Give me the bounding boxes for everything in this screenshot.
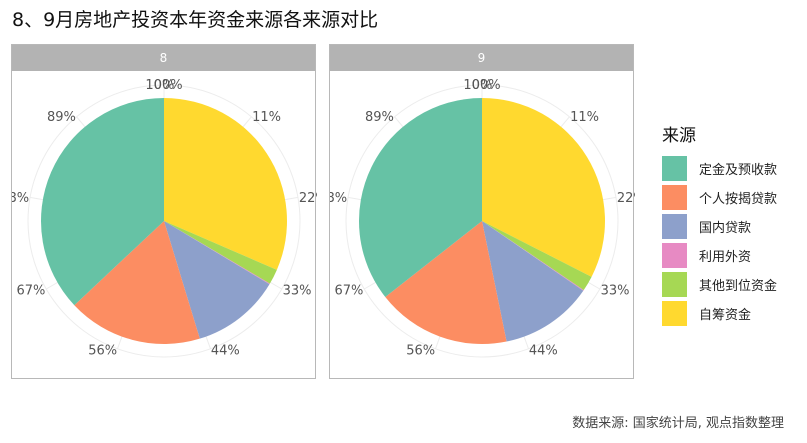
source-note: 数据来源: 国家统计局, 观点指数整理 xyxy=(572,416,784,431)
tick-label: 0% xyxy=(154,78,175,93)
tick-label: 22% xyxy=(617,191,635,206)
legend-item: 定金及预收款 xyxy=(662,154,777,183)
tick-label: 33% xyxy=(283,284,312,299)
tick-label: 44% xyxy=(529,344,558,359)
legend-swatch xyxy=(662,301,687,326)
legend-label: 国内贷款 xyxy=(699,221,752,236)
tick-label: 0% xyxy=(472,78,493,93)
tick-label: 56% xyxy=(88,344,117,359)
legend-item: 个人按揭贷款 xyxy=(662,183,777,212)
pie-slice xyxy=(164,221,270,285)
legend-item: 其他到位资金 xyxy=(662,270,777,299)
pie-chart-month-8: 0% 11% 22% 33% 44% 56% 67% 78% 89% 100% xyxy=(12,78,317,359)
panel-month-9: 9 0% 11% 22% 33% 44% 56% 67% 78% 89% 100% xyxy=(329,44,635,379)
legend-item: 利用外资 xyxy=(662,241,777,270)
panel-header: 8 xyxy=(12,45,315,71)
tick-label: 22% xyxy=(299,191,317,206)
tick-label: 100% xyxy=(145,78,182,93)
legend-item: 自筹资金 xyxy=(662,299,777,328)
pie-slice xyxy=(482,98,605,277)
legend-label: 自筹资金 xyxy=(699,308,752,323)
pie-slice xyxy=(74,221,200,345)
legend-swatch xyxy=(662,156,687,181)
tick-label: 100% xyxy=(463,78,500,93)
legend-swatch xyxy=(662,185,687,210)
tick-label: 56% xyxy=(406,344,435,359)
tick-label: 78% xyxy=(330,191,347,206)
tick-label: 67% xyxy=(16,284,45,299)
legend-swatch xyxy=(662,243,687,268)
legend-swatch xyxy=(662,272,687,297)
panel-header: 9 xyxy=(330,45,633,71)
legend-swatch xyxy=(662,214,687,239)
pie-slice xyxy=(482,221,592,291)
pie-slice xyxy=(359,98,482,297)
tick-label: 89% xyxy=(365,110,394,125)
tick-label: 44% xyxy=(211,344,240,359)
tick-label: 78% xyxy=(12,191,29,206)
legend-label: 其他到位资金 xyxy=(699,279,778,294)
legend-label: 个人按揭贷款 xyxy=(699,192,778,207)
pie-slice xyxy=(41,98,165,306)
pie-slice xyxy=(164,221,270,339)
pie-slice xyxy=(164,221,277,284)
pie-chart-month-9: 0% 11% 22% 33% 44% 56% 67% 78% 89% 100% xyxy=(330,78,635,359)
legend-label: 利用外资 xyxy=(699,250,752,265)
tick-label: 67% xyxy=(334,284,363,299)
tick-label: 33% xyxy=(601,284,630,299)
chart-title: 8、9月房地产投资本年资金来源各来源对比 xyxy=(12,9,379,31)
legend-label: 定金及预收款 xyxy=(699,163,778,178)
legend-title: 来源 xyxy=(662,126,696,146)
pie-slice xyxy=(482,221,584,291)
pie-slice xyxy=(164,98,287,270)
pie-slice xyxy=(482,221,584,342)
legend: 来源 定金及预收款 个人按揭贷款 国内贷款 利用外资 其他到位资金 自筹资金 xyxy=(662,124,777,328)
panel-month-8: 8 0% 11% 22% 33% 44% 56% 67% 78% 89% 100% xyxy=(11,44,317,379)
tick-label: 89% xyxy=(47,110,76,125)
pie-slice xyxy=(385,221,507,344)
tick-label: 11% xyxy=(252,110,281,125)
legend-item: 国内贷款 xyxy=(662,212,777,241)
tick-label: 11% xyxy=(570,110,599,125)
